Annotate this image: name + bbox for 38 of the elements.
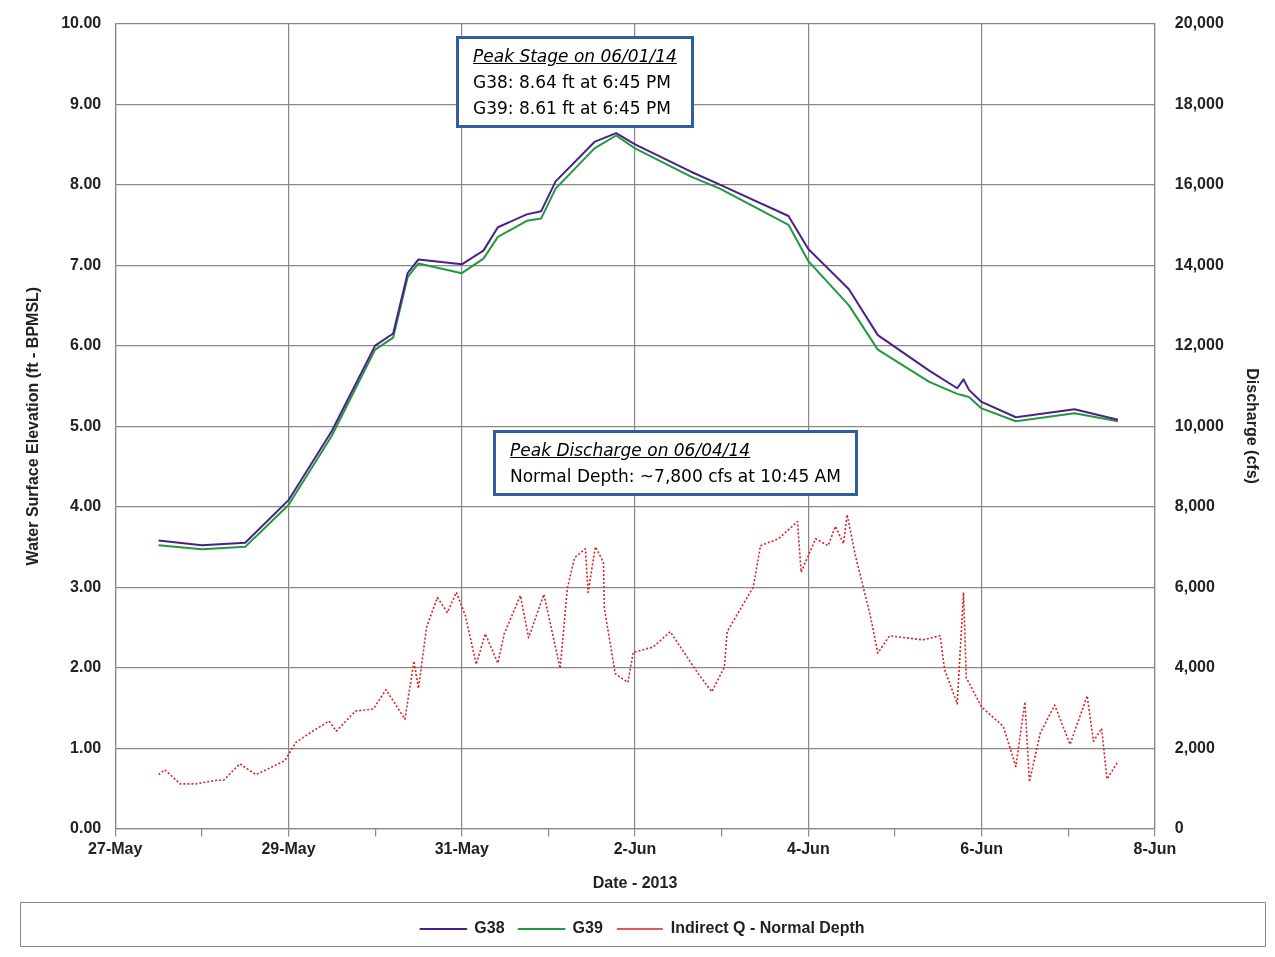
y2-tick-label: 6,000	[1174, 577, 1215, 595]
y2-tick-label: 14,000	[1174, 255, 1224, 273]
y-tick-label: 2.00	[70, 658, 102, 676]
y2-tick-label: 2,000	[1174, 738, 1215, 756]
y2-tick-label: 8,000	[1174, 497, 1215, 515]
x-tick-label: 29-May	[261, 839, 316, 857]
y-tick-label: 4.00	[70, 497, 102, 515]
x-tick-label: 6-Jun	[960, 839, 1003, 857]
y-tick-label: 7.00	[70, 255, 102, 273]
legend-label: G39	[572, 919, 603, 937]
x-tick-label: 31-May	[434, 839, 490, 857]
y2-tick-label: 10,000	[1174, 416, 1224, 434]
x-tick-label: 27-May	[88, 839, 143, 857]
x-tick-label: 4-Jun	[786, 839, 830, 857]
y2-tick-label: 20,000	[1174, 14, 1224, 32]
x-tick-label: 2-Jun	[613, 839, 657, 857]
y2-tick-label: 12,000	[1174, 336, 1224, 354]
y2-tick-label: 18,000	[1174, 94, 1224, 112]
y-tick-label: 0.00	[70, 819, 102, 837]
y-tick-label: 5.00	[70, 416, 102, 434]
x-axis-title: Date - 2013	[592, 873, 678, 891]
y2-axis-title: Discharge (cfs)	[1243, 368, 1261, 484]
y2-tick-label: 0	[1174, 819, 1184, 837]
y-tick-label: 1.00	[70, 738, 102, 756]
y2-tick-label: 16,000	[1174, 175, 1224, 193]
y2-tick-label: 4,000	[1174, 658, 1215, 676]
y-tick-label: 8.00	[70, 175, 102, 193]
y-tick-label: 3.00	[70, 577, 102, 595]
y-tick-label: 6.00	[70, 336, 102, 354]
y-tick-label: 9.00	[70, 94, 102, 112]
legend-label: Indirect Q - Normal Depth	[670, 919, 865, 937]
line-series	[157, 513, 1119, 785]
y-tick-label: 10.00	[61, 14, 102, 32]
y-axis-title: Water Surface Elevation (ft - BPMSL)	[24, 286, 42, 566]
legend-label: G38	[474, 919, 505, 937]
x-tick-label: 8-Jun	[1133, 839, 1177, 857]
annotation: Peak Stage on 06/01/14 G38: 8.64 ft at 6:45 PM G39: 8.61 ft at 6:45 PM	[473, 45, 677, 120]
annotation: Peak Discharge on 06/04/14 Normal Depth: ~7,800 cfs at 10:45 AM	[510, 439, 841, 488]
